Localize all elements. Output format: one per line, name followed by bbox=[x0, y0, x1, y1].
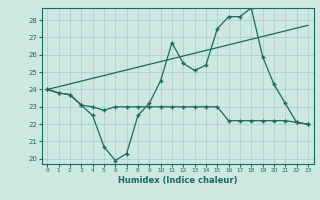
X-axis label: Humidex (Indice chaleur): Humidex (Indice chaleur) bbox=[118, 176, 237, 185]
